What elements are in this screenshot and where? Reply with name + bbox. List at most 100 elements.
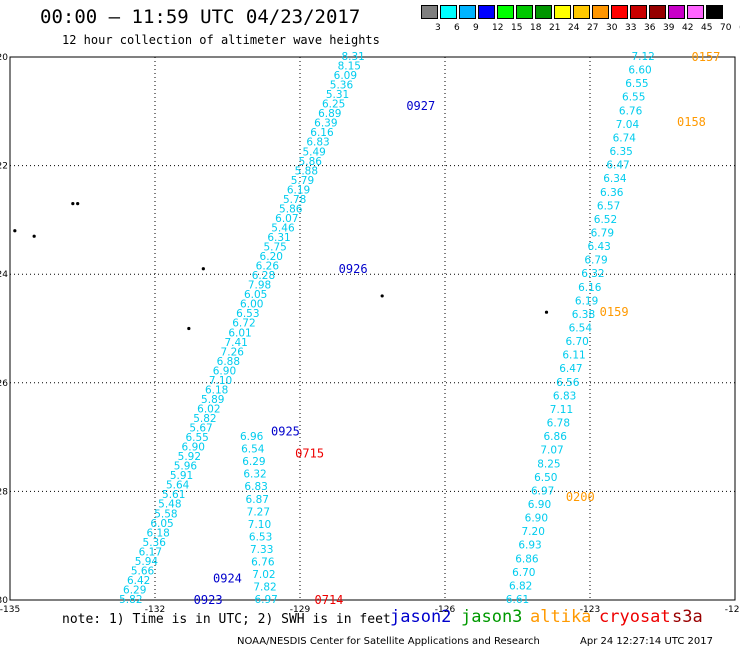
wave-height-value: 5.67	[189, 423, 212, 435]
wave-height-value: 6.00	[240, 299, 263, 311]
longitude-tick-label: -120	[725, 605, 740, 615]
wave-height-value: 7.33	[250, 544, 273, 556]
wave-height-value: 6.61	[506, 594, 529, 606]
latitude-tick-label: 20	[0, 53, 8, 63]
wave-height-value: 6.52	[594, 214, 617, 226]
wave-height-value: 6.39	[314, 118, 337, 130]
colorbar-label: 30	[606, 23, 618, 33]
island-marker	[187, 326, 191, 331]
wave-height-value: 7.26	[221, 346, 245, 358]
wave-height-value: 6.17	[139, 546, 162, 558]
wave-height-value: 5.96	[174, 461, 198, 473]
wave-height-value: 6.54	[241, 444, 265, 456]
wave-height-value: 8.15	[338, 61, 361, 73]
latitude-tick-label: 26	[0, 379, 8, 389]
wave-height-value: 6.18	[146, 527, 169, 539]
wave-height-value: 6.97	[531, 485, 554, 497]
wave-height-value: 6.57	[597, 200, 620, 212]
colorbar-label: 18	[530, 23, 542, 33]
wave-height-value: 7.20	[522, 526, 545, 538]
wave-height-value: 5.82	[119, 594, 142, 606]
pass-time-label: 0924	[213, 571, 242, 585]
wave-height-value: 7.11	[550, 404, 573, 416]
wave-height-value: 5.36	[330, 80, 354, 92]
island-marker	[201, 267, 205, 271]
wave-height-value: 6.01	[228, 327, 251, 339]
wave-height-value: 5.86	[279, 203, 303, 215]
wave-height-value: 6.89	[318, 108, 341, 120]
legend-item-cryosat: cryosat	[599, 607, 671, 627]
wave-height-value: 6.78	[547, 418, 570, 430]
wave-height-value: 6.02	[197, 403, 220, 415]
wave-height-value: 7.10	[209, 375, 232, 387]
wave-height-value: 5.58	[154, 508, 177, 520]
wave-height-value: 6.88	[217, 356, 240, 368]
longitude-tick-label: -132	[145, 605, 165, 615]
island-marker	[544, 310, 549, 314]
wave-height-value: 5.75	[263, 242, 286, 254]
wave-height-value: 5.48	[158, 499, 181, 511]
wave-height-value: 6.56	[556, 377, 580, 389]
colorbar-label: 15	[511, 23, 523, 33]
wave-height-value: 6.90	[213, 365, 236, 377]
colorbar-swatch	[535, 5, 552, 19]
legend-item-s3a: s3a	[672, 607, 703, 627]
wave-height-value: 5.94	[135, 556, 159, 568]
wave-height-value: 6.29	[242, 456, 265, 468]
wave-height-value: 6.60	[628, 65, 651, 77]
legend-item-jason3: jason3	[461, 607, 523, 627]
wave-height-value: 6.19	[575, 295, 598, 307]
colorbar-swatch	[478, 5, 495, 19]
latitude-tick-label: 28	[0, 487, 8, 497]
colorbar-swatch	[421, 5, 438, 19]
wave-height-value: 6.87	[246, 494, 269, 506]
timestamp-text: Apr 24 12:27:14 UTC 2017	[580, 636, 713, 647]
wave-height-value: 6.70	[565, 336, 588, 348]
wave-height-value: 6.55	[622, 92, 645, 104]
wave-height-value: 7.07	[540, 445, 563, 457]
longitude-tick-label: -129	[290, 605, 311, 615]
wave-height-value: 6.96	[240, 431, 264, 443]
island-marker	[380, 294, 384, 298]
wave-height-value: 6.28	[252, 270, 275, 282]
wave-height-value: 6.25	[322, 99, 345, 111]
map-frame	[9, 56, 736, 601]
wave-height-value: 5.31	[326, 89, 349, 101]
wave-height-value: 6.47	[559, 363, 582, 375]
longitude-tick-label: -123	[580, 605, 600, 615]
wave-height-value: 6.70	[512, 567, 535, 579]
colorbar-swatch	[611, 5, 628, 19]
page-title: 00:00 – 11:59 UTC 04/23/2017	[40, 6, 361, 28]
pass-time-label: 0925	[271, 425, 300, 439]
pass-time-label: 0714	[315, 593, 344, 607]
wave-height-value: 5.49	[302, 146, 325, 158]
wave-height-value: 8.25	[537, 458, 560, 470]
colorbar-swatch	[573, 5, 590, 19]
colorbar-label: 36	[644, 23, 656, 33]
colorbar-swatch	[554, 5, 571, 19]
wave-height-value: 6.93	[518, 540, 541, 552]
wave-height-value: 5.36	[143, 537, 167, 549]
wave-height-value: 6.86	[515, 553, 539, 565]
wave-height-value: 5.82	[193, 413, 216, 425]
colorbar-swatch	[592, 5, 609, 19]
wave-height-value: 6.76	[619, 105, 643, 117]
wave-height-value: 6.55	[185, 432, 208, 444]
colorbar-swatch	[687, 5, 704, 19]
island-marker	[13, 229, 17, 233]
pass-time-label: 0715	[295, 446, 324, 460]
pass-time-label: 0200	[566, 490, 595, 504]
island-marker	[71, 202, 75, 206]
wave-height-value: 6.43	[587, 241, 610, 253]
colorbar-label: 24	[568, 23, 580, 33]
pass-time-label: 0159	[600, 305, 629, 319]
wave-height-value: 6.47	[606, 160, 629, 172]
wave-height-value: 5.88	[295, 165, 318, 177]
wave-height-value: 6.55	[625, 78, 648, 90]
units-note: note: 1) Time is in UTC; 2) SWH is in fe…	[62, 612, 391, 627]
wave-height-value: 8.31	[341, 51, 364, 63]
wave-height-value: 7.10	[248, 519, 271, 531]
wave-height-value: 6.53	[236, 308, 259, 320]
wave-height-value: 5.86	[299, 156, 323, 168]
wave-height-value: 6.09	[334, 70, 357, 82]
